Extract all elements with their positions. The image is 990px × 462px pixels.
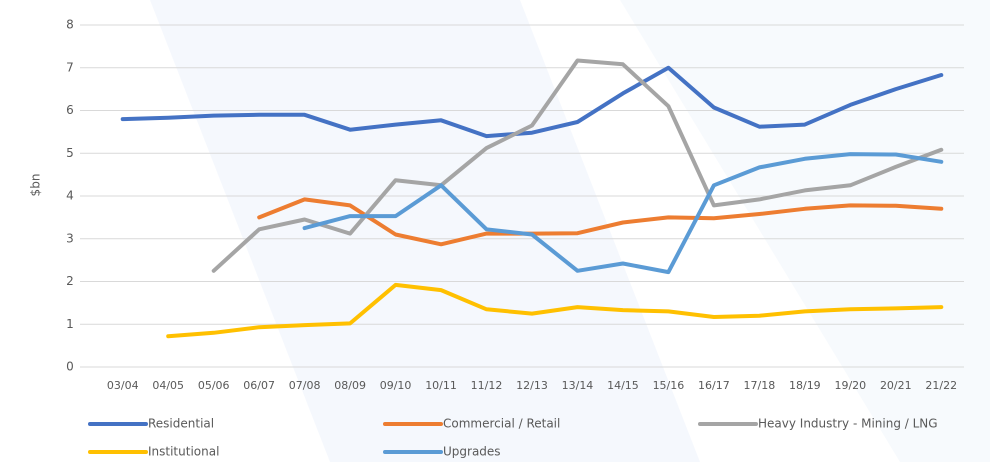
x-tick-label: 15/16 xyxy=(653,379,685,392)
y-tick-label: 6 xyxy=(66,103,74,117)
legend-label: Upgrades xyxy=(443,445,501,459)
x-tick-label: 18/19 xyxy=(789,379,821,392)
series-line xyxy=(211,58,944,273)
x-tick-label: 17/18 xyxy=(744,379,776,392)
x-tick-label: 21/22 xyxy=(925,379,957,392)
x-tick-label: 08/09 xyxy=(334,379,366,392)
x-tick-label: 16/17 xyxy=(698,379,730,392)
x-tick-label: 06/07 xyxy=(243,379,275,392)
legend-label: Commercial / Retail xyxy=(443,417,560,431)
y-tick-label: 5 xyxy=(66,146,74,160)
x-tick-label: 12/13 xyxy=(516,379,548,392)
x-tick-label: 03/04 xyxy=(107,379,139,392)
x-tick-label: 20/21 xyxy=(880,379,912,392)
series-line xyxy=(302,152,944,275)
x-tick-label: 10/11 xyxy=(425,379,457,392)
x-tick-label: 11/12 xyxy=(471,379,503,392)
legend-label: Residential xyxy=(148,417,214,431)
y-tick-label: 1 xyxy=(66,317,74,331)
x-tick-label: 04/05 xyxy=(152,379,184,392)
y-tick-label: 8 xyxy=(66,18,74,32)
y-tick-label: 4 xyxy=(66,189,74,203)
x-tick-label: 14/15 xyxy=(607,379,639,392)
x-tick-label: 07/08 xyxy=(289,379,321,392)
x-tick-label: 19/20 xyxy=(834,379,866,392)
y-tick-label: 3 xyxy=(66,231,74,245)
legend-label: Institutional xyxy=(148,445,219,459)
y-tick-label: 2 xyxy=(66,274,74,288)
y-tick-label: 0 xyxy=(66,360,74,374)
background-shape xyxy=(620,0,990,462)
x-tick-label: 09/10 xyxy=(380,379,412,392)
y-axis-label: $bn xyxy=(29,174,43,197)
y-tick-label: 7 xyxy=(66,60,74,74)
x-tick-label: 05/06 xyxy=(198,379,230,392)
series-line xyxy=(257,197,944,247)
series-line xyxy=(166,282,944,339)
x-tick-label: 13/14 xyxy=(562,379,594,392)
series-line xyxy=(120,65,944,139)
background-shape xyxy=(150,0,700,462)
legend-label: Heavy Industry - Mining / LNG xyxy=(758,417,938,431)
